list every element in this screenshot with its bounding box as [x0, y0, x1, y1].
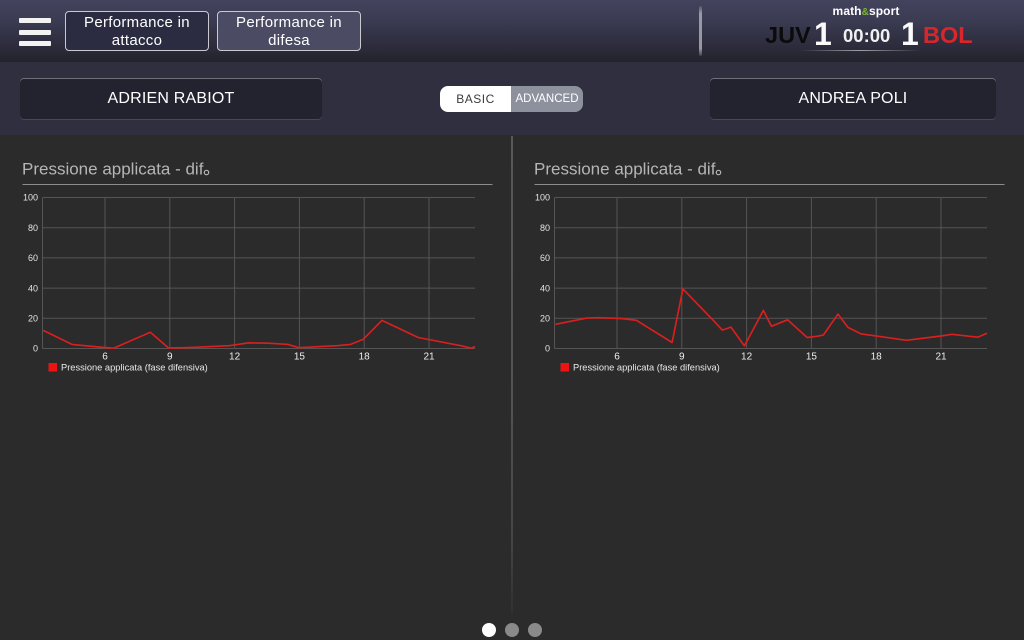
svg-text:21: 21 — [935, 352, 947, 363]
svg-text:100: 100 — [23, 193, 38, 203]
svg-text:18: 18 — [871, 352, 883, 363]
svg-text:15: 15 — [294, 352, 306, 363]
svg-text:60: 60 — [28, 253, 38, 263]
svg-text:Pressione applicata - dif: Pressione applicata - dif — [22, 160, 204, 179]
svg-text:20: 20 — [540, 314, 550, 324]
svg-text:0: 0 — [545, 344, 550, 354]
svg-text:40: 40 — [540, 283, 550, 293]
svg-text:80: 80 — [28, 223, 38, 233]
svg-text:Pressione applicata (fase dife: Pressione applicata (fase difensiva) — [61, 363, 208, 373]
svg-text:12: 12 — [741, 352, 753, 363]
svg-text:20: 20 — [28, 314, 38, 324]
svg-text:18: 18 — [359, 352, 371, 363]
svg-text:0: 0 — [33, 344, 38, 354]
svg-text:6: 6 — [102, 352, 108, 363]
svg-text:9: 9 — [167, 352, 173, 363]
svg-text:12: 12 — [229, 352, 241, 363]
svg-text:60: 60 — [540, 253, 550, 263]
svg-text:Pressione applicata - dif: Pressione applicata - dif — [534, 160, 716, 179]
svg-text:9: 9 — [679, 352, 685, 363]
svg-text:80: 80 — [540, 223, 550, 233]
svg-text:40: 40 — [28, 283, 38, 293]
svg-text:15: 15 — [806, 352, 818, 363]
svg-text:6: 6 — [614, 352, 620, 363]
svg-text:Pressione applicata (fase dife: Pressione applicata (fase difensiva) — [573, 363, 720, 373]
svg-text:21: 21 — [423, 352, 435, 363]
svg-text:100: 100 — [535, 193, 550, 203]
